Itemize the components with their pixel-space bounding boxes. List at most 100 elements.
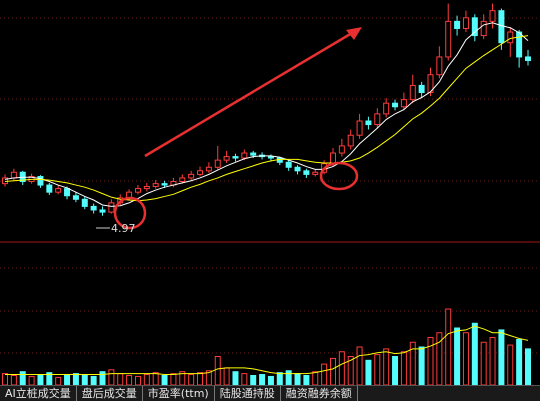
volume-bar [241,373,248,385]
volume-bar [205,370,212,385]
volume-bar [400,351,407,385]
volume-bar [143,374,150,385]
volume-bar [418,346,425,385]
volume-bar [179,371,186,385]
volume-bar [356,346,363,385]
volume-bar [329,357,336,385]
tab[interactable]: AI立桩成交量 [0,386,77,401]
candle-body [143,185,150,190]
volume-bar [117,373,124,385]
grid [0,17,540,354]
candle-body [294,166,301,172]
candle-body [205,166,212,172]
candle-body [445,20,452,58]
volume-bar [267,375,274,385]
candle-body [267,156,274,159]
candle-body [347,134,354,147]
low-annotation: 4.97 [111,222,136,235]
volume-bar [197,372,204,385]
ma-line [4,22,529,207]
candle-body [179,177,186,183]
volume-bar [276,372,283,385]
candle-body [134,188,141,193]
candle-body [241,152,248,159]
volume-bar [37,374,44,385]
candle-body [81,198,88,207]
candle-body [197,170,204,175]
tab[interactable]: 盘后成交量 [77,386,143,401]
candle-body [338,145,345,154]
volume-bar [152,372,159,385]
candle-body [507,31,514,44]
candle-body [400,99,407,108]
candle-body [454,20,461,29]
volume-bar [19,371,26,385]
volume-bar [516,338,523,385]
volume-bar [489,337,496,385]
candle-body [72,195,79,200]
volume-bar [454,327,461,385]
candle-body [214,159,221,168]
volume-bar [250,375,257,385]
candle-body [99,209,106,213]
tab[interactable]: 融资融券余额 [281,386,358,401]
volume-bar [507,344,514,385]
chart: 4.97 [0,3,540,385]
volume-bar [64,375,71,385]
candle-body [365,120,372,126]
volume-bar [126,375,133,385]
highlight-circle [319,161,359,191]
tab-bar: AI立桩成交量 盘后成交量 市盈率(ttm) 陆股通持股 融资融券余额 [0,385,540,401]
candle-body [427,74,434,94]
volume-bar [99,371,106,385]
tab[interactable]: 陆股通持股 [215,386,281,401]
volume-bar [170,373,177,385]
volume-bar [471,322,478,385]
candle-body [303,170,310,175]
candle-body [37,176,44,186]
volume-bar [188,374,195,385]
candle-body [2,177,8,185]
volume-bar [498,329,505,385]
volume-bar [525,348,531,385]
volume-bar [294,373,301,385]
volume-bar [445,308,452,385]
highlight-circle [113,196,147,230]
candle-body [480,20,487,37]
candle-body [525,56,531,62]
candle-body [374,113,381,126]
volume-bar [480,341,487,385]
volume-bar [108,369,115,385]
volume-bar [28,375,35,385]
candle-body [223,156,230,161]
tab[interactable]: 市盈率(ttm) [143,386,215,401]
candle-body [392,102,399,108]
volume-bar [383,348,390,385]
volume-bar [338,351,345,385]
volume-bar [312,371,319,385]
volume-bar [427,337,434,385]
volume-bar [2,373,8,385]
candle-body [383,102,390,115]
candle-body [188,173,195,179]
candle-body [108,202,115,213]
volume-bar [347,356,354,385]
candle-body [64,188,71,197]
candle-body [409,84,416,101]
volume-bar [436,332,443,385]
volume-ma-line [5,325,529,376]
candle-body [90,205,97,211]
candle-body [232,156,239,159]
candle-body [250,152,257,156]
candle-body [516,31,523,58]
trend-arrow [144,31,353,158]
candle-body [152,183,159,187]
volume-bar [285,370,292,385]
volume-bar [72,373,79,385]
volume-bar [223,367,230,385]
volume-bar [214,356,221,385]
candle-body [471,17,478,37]
candle-body [46,184,53,193]
candle-body [498,10,505,44]
